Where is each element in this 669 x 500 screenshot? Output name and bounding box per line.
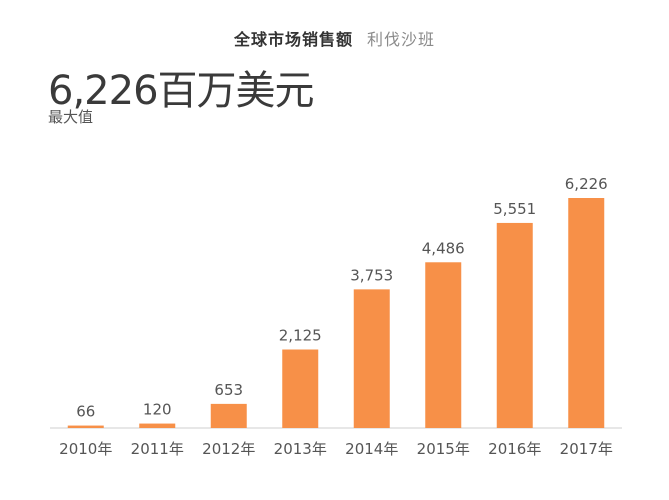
bar-7	[568, 198, 605, 428]
bar-1	[139, 423, 176, 428]
max-value: 6,226百万美元	[48, 68, 315, 114]
chart-subtitle: 利伐沙班	[367, 30, 436, 49]
max-value-caption: 最大值	[48, 108, 94, 126]
value-label-5: 4,486	[422, 239, 465, 257]
value-label-4: 3,753	[350, 266, 393, 284]
category-label-3: 2013年	[274, 440, 327, 458]
category-label-6: 2016年	[488, 440, 541, 458]
category-label-4: 2014年	[345, 440, 398, 458]
bar-2	[210, 403, 247, 428]
bar-5	[425, 262, 462, 428]
bar-0	[67, 425, 104, 428]
chart-title: 全球市场销售额	[233, 30, 353, 49]
category-label-2: 2012年	[202, 440, 255, 458]
category-label-7: 2017年	[560, 440, 613, 458]
category-label-0: 2010年	[59, 440, 112, 458]
category-label-5: 2015年	[417, 440, 470, 458]
value-label-3: 2,125	[279, 326, 322, 344]
chart-header: 全球市场销售额 利伐沙班	[0, 26, 669, 50]
bar-6	[496, 222, 533, 428]
value-label-0: 66	[76, 403, 95, 421]
value-label-6: 5,551	[493, 200, 536, 218]
bar-3	[282, 349, 319, 428]
bar-4	[353, 289, 390, 428]
value-label-2: 653	[214, 381, 243, 399]
value-label-7: 6,226	[565, 175, 608, 193]
category-label-1: 2011年	[131, 440, 184, 458]
value-label-1: 120	[143, 401, 172, 419]
